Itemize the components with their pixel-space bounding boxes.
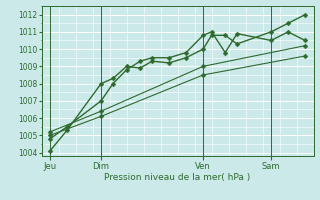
X-axis label: Pression niveau de la mer( hPa ): Pression niveau de la mer( hPa ) bbox=[104, 173, 251, 182]
